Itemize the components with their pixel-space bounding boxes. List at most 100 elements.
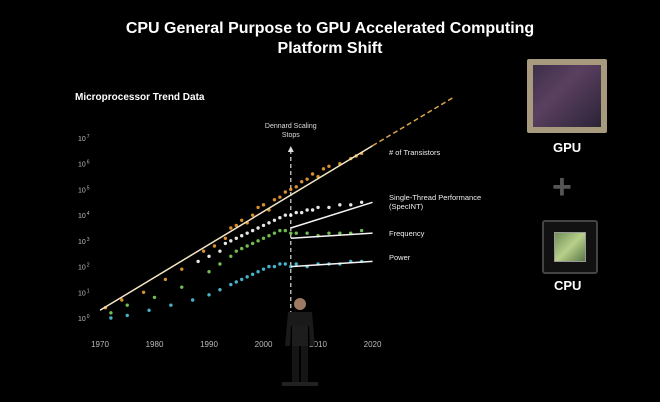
frequency-point-19 (305, 231, 309, 235)
power-point-7 (229, 282, 233, 287)
frequency-point-6 (229, 254, 233, 258)
y-tick-label-1: 101 (78, 288, 90, 297)
single-thread-performance-point-9 (256, 226, 260, 230)
frequency-point-0 (109, 311, 113, 315)
single-thread-performance-point-14 (283, 213, 288, 217)
power-point-19 (294, 262, 298, 266)
power-label: Power (389, 253, 411, 262)
single-thread-performance-point-7 (245, 231, 249, 235)
single-thread-performance-point-1 (207, 254, 211, 258)
frequency-point-8 (240, 246, 244, 251)
frequency-point-11 (256, 239, 260, 243)
single-thread-performance-point-8 (250, 228, 255, 233)
single-thread-performance-point-13 (278, 216, 282, 220)
power-point-13 (261, 267, 266, 271)
of-transistors-trend-line (99, 145, 373, 311)
frequency-point-15 (278, 228, 282, 233)
single-thread-performance-point-6 (240, 234, 244, 238)
frequency-trend-line (290, 232, 373, 240)
of-transistors-point-2 (141, 290, 146, 294)
x-tick-label-1970: 1970 (91, 340, 109, 349)
power-point-11 (250, 272, 255, 276)
single-thread-performance-point-21 (327, 205, 331, 210)
power-point-16 (278, 262, 282, 266)
of-transistors-point-16 (272, 198, 277, 202)
frequency-point-3 (180, 285, 184, 289)
frequency-point-10 (250, 241, 255, 246)
frequency-point-13 (267, 234, 271, 238)
slide-title: CPU General Purpose to GPU Accelerated C… (0, 19, 660, 59)
frequency-point-22 (338, 231, 342, 235)
of-transistors-point-17 (278, 195, 282, 199)
of-transistors-point-8 (229, 226, 233, 230)
power-point-0 (109, 316, 113, 320)
dennard-scaling-label-line-2: Stops (282, 132, 300, 139)
of-transistors-point-7 (223, 236, 228, 240)
single-thread-performance-point-17 (299, 210, 304, 215)
of-transistors-point-26 (327, 164, 331, 168)
single-thread-performance-point-3 (223, 241, 228, 246)
slide-title-line-1: CPU General Purpose to GPU Accelerated C… (125, 20, 535, 37)
x-tick-label-1990: 1990 (200, 340, 218, 349)
of-transistors-point-4 (180, 267, 184, 271)
of-transistors-point-12 (250, 213, 255, 217)
y-tick-label-2: 102 (78, 263, 90, 272)
of-transistors-point-6 (212, 244, 217, 248)
frequency-point-4 (207, 270, 211, 274)
single-thread-performance-point-4 (229, 239, 233, 243)
power-point-6 (218, 288, 222, 292)
single-thread-performance-point-2 (218, 249, 222, 253)
frequency-point-9 (245, 244, 249, 248)
power-point-9 (240, 277, 244, 282)
single-thread-performance-point-12 (272, 218, 277, 222)
of-transistors-point-9 (234, 223, 238, 228)
of-transistors-point-3 (163, 277, 168, 282)
frequency-point-21 (327, 231, 331, 235)
single-thread-performance-label: Single-Thread Performance (389, 193, 481, 202)
y-tick-label-6: 106 (78, 160, 90, 169)
single-thread-performance-point-22 (338, 203, 342, 207)
power-point-3 (169, 303, 173, 307)
dennard-scaling-label-line-1: Dennard Scaling (265, 123, 317, 130)
single-thread-performance-point-19 (310, 208, 315, 212)
single-thread-performance-point-24 (359, 200, 364, 204)
x-tick-label-2010: 2010 (309, 340, 327, 349)
single-thread-performance-point-5 (234, 236, 238, 240)
of-transistors-point-25 (321, 167, 326, 171)
presenter-figure (282, 298, 318, 386)
of-transistors-point-21 (299, 180, 304, 184)
of-transistors-point-22 (305, 177, 309, 181)
of-transistors-point-20 (294, 185, 298, 189)
power-point-17 (283, 262, 288, 266)
y-tick-label-0: 100 (78, 314, 90, 323)
single-thread-performance-label-line-2: (SpecINT) (389, 202, 424, 211)
of-transistors-point-14 (261, 203, 266, 207)
of-transistors-point-18 (283, 190, 288, 194)
y-tick-label-3: 103 (78, 237, 90, 246)
of-transistors-point-23 (310, 172, 315, 176)
slide-title-line-2: Platform Shift (277, 40, 383, 57)
plus-icon: + (552, 168, 572, 206)
single-thread-performance-point-15 (289, 213, 293, 217)
of-transistors-label: # of Transistors (389, 148, 441, 157)
of-transistors-point-1 (120, 298, 124, 302)
single-thread-performance-point-11 (267, 221, 271, 225)
of-transistors-point-5 (201, 249, 206, 253)
single-thread-performance-point-20 (316, 205, 320, 210)
x-tick-label-2020: 2020 (364, 340, 382, 349)
cpu-label: CPU (554, 278, 582, 293)
of-transistors-point-10 (240, 218, 244, 222)
frequency-point-16 (283, 228, 288, 233)
single-thread-performance-point-16 (294, 210, 298, 215)
x-tick-label-2000: 2000 (255, 340, 273, 349)
of-transistors-point-19 (289, 187, 293, 192)
single-thread-performance-point-10 (261, 223, 266, 228)
frequency-point-24 (359, 228, 364, 233)
frequency-point-2 (152, 295, 157, 300)
dennard-scaling-arrowhead (287, 146, 294, 152)
power-point-8 (234, 280, 238, 284)
y-tick-label-7: 107 (78, 134, 90, 143)
power-point-15 (272, 264, 277, 269)
frequency-point-17 (289, 231, 293, 235)
